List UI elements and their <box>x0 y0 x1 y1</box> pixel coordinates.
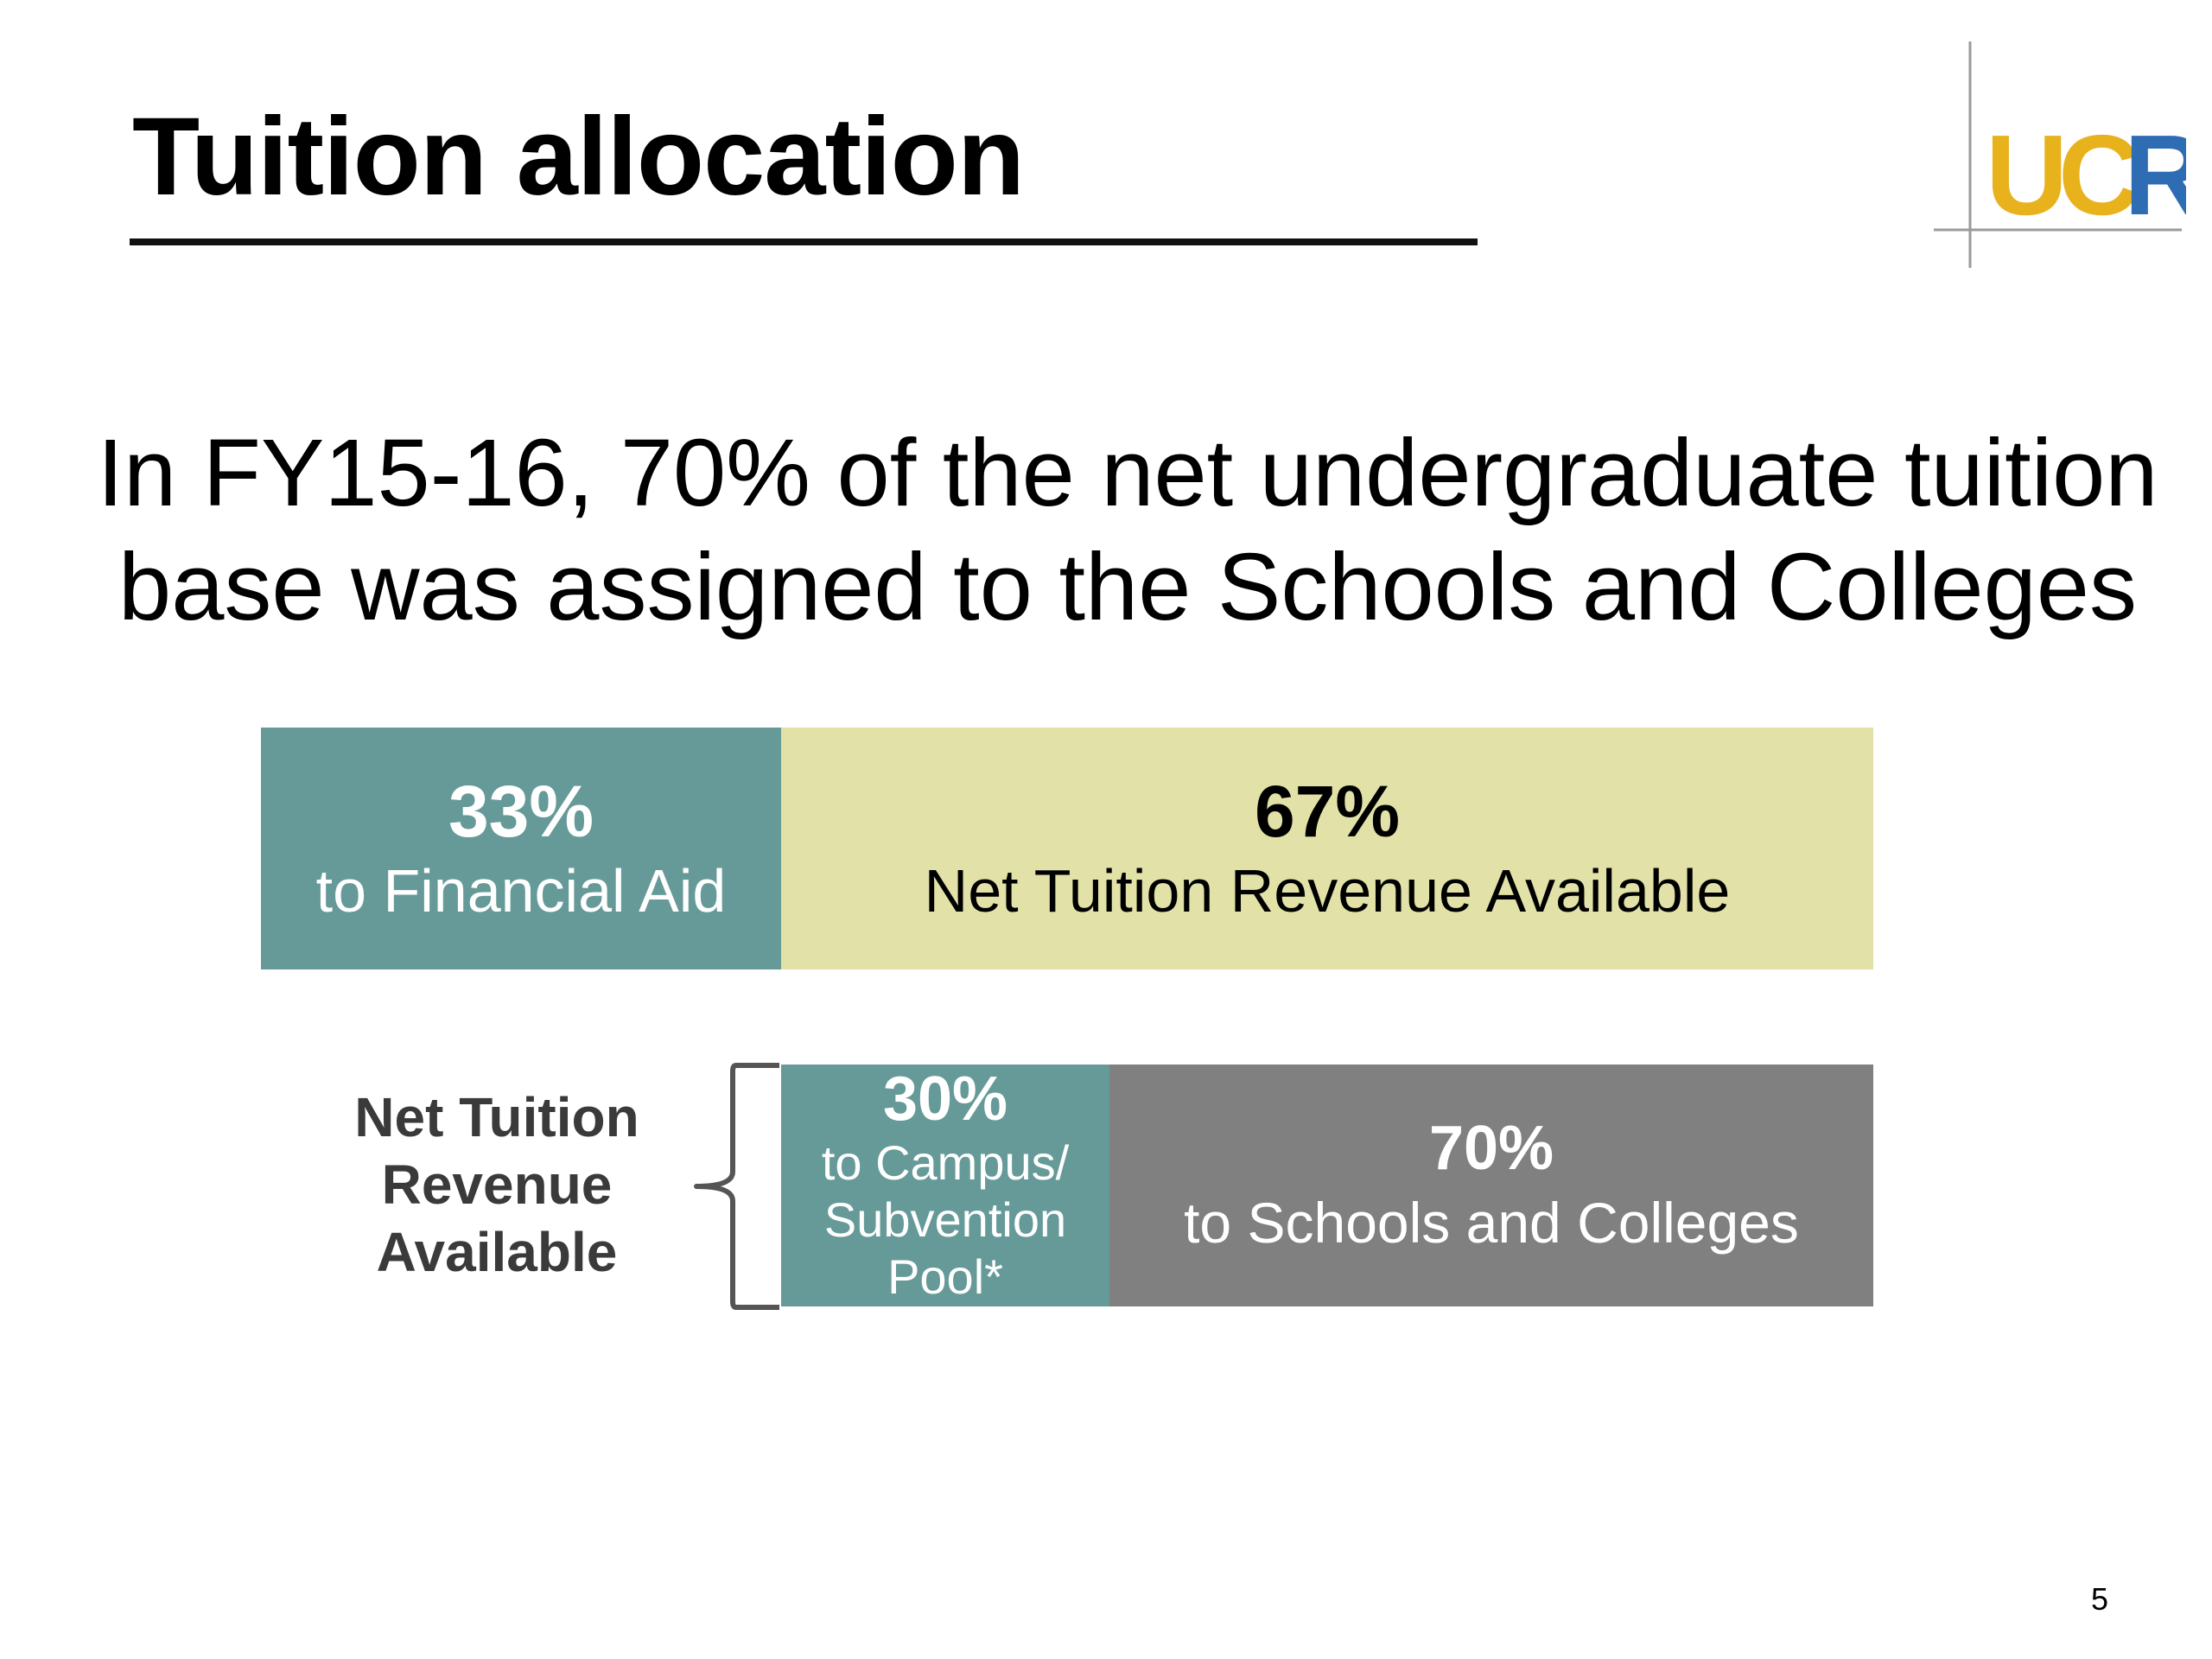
campus-label-line-3: Pool* <box>887 1249 1003 1304</box>
ucr-logo: U C R <box>1934 41 2186 268</box>
campus-label-line-2: Subvention <box>823 1192 1067 1247</box>
financial-aid-percent: 33% <box>448 770 594 852</box>
title-underline <box>130 238 1478 245</box>
net-tuition-label: Net Tuition Revenue Available <box>924 856 1731 925</box>
bar-segment-schools-colleges: 70% to Schools and Colleges <box>1109 1065 1873 1306</box>
net-tuition-percent: 67% <box>1254 770 1401 852</box>
logo-letter-c: C <box>2058 111 2140 238</box>
bracket <box>694 1063 779 1310</box>
bar-segment-net-tuition-revenue: 67% Net Tuition Revenue Available <box>781 728 1873 969</box>
logo-letter-r: R <box>2124 111 2186 238</box>
slide-title: Tuition allocation <box>132 95 1025 219</box>
campus-percent: 30% <box>882 1065 1008 1135</box>
logo-letter-u: U <box>1986 111 2068 238</box>
bar-segment-campus-subvention: 30% to Campus/ Subvention Pool* <box>781 1065 1109 1306</box>
campus-label-line-1: to Campus/ <box>821 1135 1070 1190</box>
bar-segment-financial-aid: 33% to Financial Aid <box>261 728 781 969</box>
schools-label: to Schools and Colleges <box>1184 1190 1799 1255</box>
schools-percent: 70% <box>1428 1114 1554 1184</box>
side-label-net-tuition: Net Tuition Revenue Available <box>354 1086 639 1283</box>
financial-aid-label: to Financial Aid <box>315 856 727 925</box>
page-number: 5 <box>2090 1581 2109 1617</box>
headline: In FY15-16, 70% of the net undergraduate… <box>97 420 2158 640</box>
